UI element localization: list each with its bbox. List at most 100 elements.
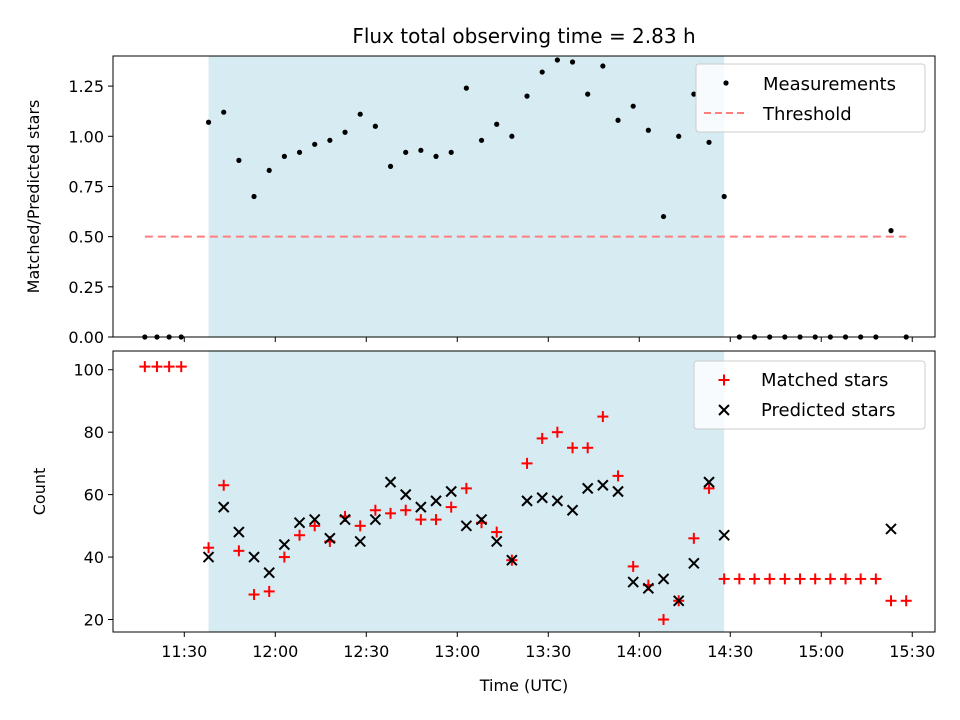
count-legend: Matched stars Predicted stars: [693, 360, 926, 430]
predicted-star-point: [642, 582, 655, 594]
matched-star-point: [658, 614, 670, 626]
measurement-point: [327, 137, 333, 143]
ratio-x-ticks: [183, 337, 913, 342]
count-axes-frame: [112, 350, 936, 633]
measurement-point: [357, 111, 363, 117]
predicted-star-point: [445, 485, 457, 498]
matched-star-point: [175, 361, 187, 373]
matched-star-point: [809, 573, 821, 585]
measurement-point: [478, 137, 485, 143]
predicted-star-point: [506, 554, 518, 566]
measurement-point: [433, 153, 439, 159]
matched-star-point: [597, 411, 609, 423]
predicted-star-point: [324, 532, 336, 545]
legend-predicted-label: Predicted stars: [761, 400, 895, 421]
matched-star-point: [779, 573, 791, 585]
measurement-point: [463, 85, 469, 91]
ratio-y-ticks: 0.00 0.25 0.50 0.75 1.00 1.25: [68, 77, 113, 347]
measurement-point: [403, 149, 409, 155]
count-y-tick-label: 60: [84, 486, 104, 505]
matched-star-point: [612, 470, 624, 482]
predicted-star-point: [885, 523, 897, 535]
matched-star-point: [139, 361, 151, 373]
measurement-point: [281, 153, 287, 159]
predicted-star-point: [672, 595, 685, 607]
count-x-ticks: 11:30 12:00 12:30 13:00 13:30 14:00 14:30 15:00…: [161, 632, 935, 661]
matched-star-point: [430, 514, 442, 526]
matched-star-point: [445, 501, 457, 513]
measurement-point: [494, 121, 500, 127]
observing-span-shade: [208, 56, 725, 337]
matched-star-point: [749, 573, 761, 585]
predicted-star-point: [490, 535, 503, 548]
measurement-point: [585, 91, 591, 97]
matched-star-point: [203, 542, 215, 554]
predicted-star-point: [202, 551, 215, 563]
matched-star-point: [855, 573, 867, 585]
matched-star-point: [248, 589, 260, 601]
matched-star-point: [218, 479, 230, 491]
count-y-tick-label: 100: [73, 361, 104, 380]
matched-star-point: [900, 595, 912, 607]
predicted-star-point: [521, 495, 533, 507]
predicted-star-point: [354, 535, 366, 548]
predicted-star-point: [627, 576, 639, 588]
ratio-legend: Measurements Threshold: [695, 63, 926, 133]
count-y-tick-label: 80: [84, 423, 104, 442]
predicted-star-point: [415, 501, 427, 513]
predicted-star-point: [597, 479, 609, 491]
legend-threshold-label: Threshold: [762, 104, 852, 125]
count-x-tick-label: 11:30: [161, 642, 207, 661]
matched-star-point: [278, 551, 290, 563]
measurement-point: [342, 129, 348, 135]
measurement-point: [539, 69, 545, 75]
predicted-star-point: [248, 551, 260, 563]
measurement-point: [387, 163, 394, 169]
matched-star-point: [794, 573, 806, 585]
predicted-star-point: [369, 513, 382, 526]
measurement-point: [205, 119, 212, 125]
chart-title: Flux total observing time = 2.83 h: [352, 24, 695, 48]
count-x-tick-label: 14:00: [616, 642, 662, 661]
ratio-panel: 0.00 0.25 0.50 0.75 1.00 1.25 Flux total obse…: [24, 24, 936, 347]
ratio-y-tick-label: 0.50: [68, 228, 104, 247]
matched-star-point: [764, 573, 776, 585]
measurement-point: [448, 149, 454, 155]
predicted-star-point: [309, 513, 321, 526]
predicted-star-point: [263, 566, 275, 579]
measurement-point: [676, 133, 682, 139]
matched-star-point: [551, 426, 563, 438]
matched-star-point: [385, 507, 397, 519]
predicted-star-point: [278, 538, 291, 551]
legend-plus-glyph: [718, 374, 730, 386]
measurement-point: [691, 91, 697, 97]
predicted-star-point: [536, 492, 548, 504]
predicted-star-point: [581, 482, 594, 495]
predicted-star-point: [218, 501, 230, 513]
matched-star-point: [703, 482, 715, 494]
matched-star-point: [824, 573, 836, 585]
measurement-point: [221, 109, 227, 115]
legend-x-glyph: [718, 404, 730, 416]
count-marks: [139, 361, 912, 626]
ratio-y-tick-label: 1.00: [68, 127, 104, 146]
matched-star-point: [151, 361, 163, 373]
count-x-tick-label: 15:00: [798, 642, 844, 661]
predicted-star-point: [233, 526, 245, 538]
predicted-star-point: [612, 485, 624, 498]
matched-star-point: [718, 573, 730, 585]
measurement-point: [600, 63, 606, 69]
matched-star-point: [491, 526, 503, 538]
measurement-point: [569, 59, 576, 65]
matched-star-point: [840, 573, 852, 585]
predicted-star-point: [718, 529, 730, 541]
predicted-star-point: [293, 517, 306, 529]
ratio-legend-box: [695, 63, 926, 133]
predicted-star-point: [430, 495, 442, 507]
matched-star-point: [233, 545, 245, 557]
predicted-star-point: [703, 476, 715, 488]
ratio-y-tick-label: 1.25: [68, 77, 104, 96]
matched-star-point: [536, 432, 548, 444]
predicted-star-point: [399, 488, 412, 501]
